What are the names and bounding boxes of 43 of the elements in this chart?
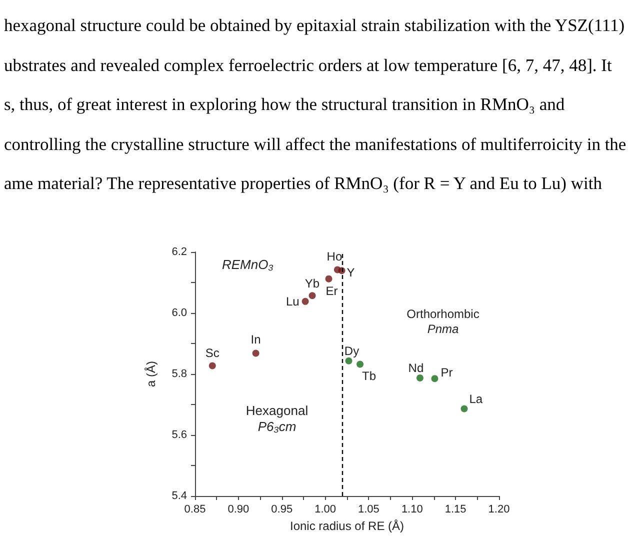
annotation: Orthorhombic: [406, 307, 480, 321]
x-axis-title: Ionic radius of RE (Å): [290, 519, 404, 533]
x-tick-label: 1.20: [488, 504, 510, 516]
y-axis-title: a (Å): [144, 360, 158, 388]
point: [308, 292, 316, 300]
point: [356, 360, 364, 368]
annotation: Ho: [326, 250, 342, 264]
annotation: Pnma: [427, 322, 459, 336]
annotation: In: [250, 332, 261, 346]
point: [460, 405, 468, 412]
x-tick-label: 0.85: [184, 504, 206, 516]
point: [345, 357, 352, 364]
y-tick-label: 5.4: [172, 490, 187, 502]
annotation: Hexagonal: [246, 403, 308, 418]
annotation: Er: [326, 284, 338, 298]
annotation: Tb: [362, 369, 376, 384]
annotation: REMnO₃: [222, 257, 274, 272]
point: [431, 375, 438, 382]
point: [416, 374, 424, 382]
annotation: Yb: [304, 276, 320, 291]
x-tick-label: 0.90: [228, 504, 250, 516]
y-tick-label: 5.8: [172, 368, 187, 380]
y-tick-label: 6.0: [172, 307, 187, 319]
x-tick-label: 1.05: [358, 504, 380, 516]
annotation: Pr: [440, 366, 453, 380]
annotation: Sc: [205, 346, 220, 360]
point: [325, 275, 332, 282]
x-tick-label: 1.10: [401, 504, 423, 516]
annotation: P6₃cm: [258, 419, 296, 434]
y-tick-label: 6.2: [172, 246, 187, 258]
x-tick-label: 0.95: [271, 504, 293, 516]
text: hexagonal structure could be obtained by epitaxial strain stabilization with the YSZ(111) ubstrates and revealed complex ferroelectric orders at low temperature [6, 7, 47, 48]. It s, thus, of great interest in exploring how the structural transition in RMnO₃ and controlling the crystalline structure will affect the manifestations of multiferroicity in the ame material? The representative properties of RMnO₃ (for R = Y and Eu to Lu) with: [4, 14, 628, 195]
point: [208, 362, 216, 370]
y-tick-label: 5.6: [172, 429, 187, 441]
annotation: Nd: [408, 360, 424, 375]
point: [252, 350, 260, 357]
annotation: Dy: [344, 344, 360, 358]
annotation: Y: [346, 266, 355, 280]
x-tick-label: 1.15: [444, 504, 466, 516]
point: [302, 298, 309, 305]
x-tick-label: 1.00: [314, 504, 336, 516]
annotation: La: [469, 392, 483, 406]
annotation: Lu: [286, 294, 300, 308]
